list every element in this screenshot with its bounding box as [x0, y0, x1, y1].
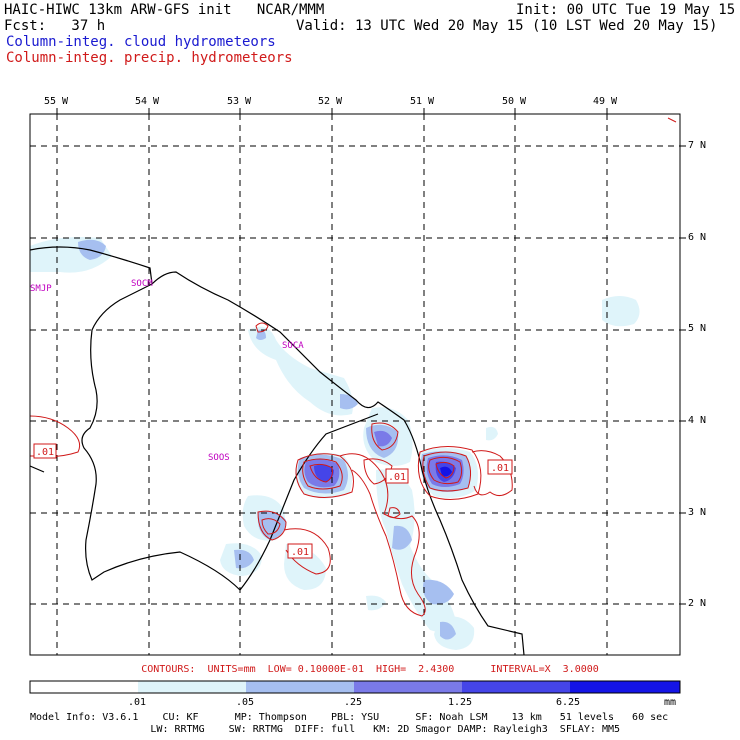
lat-label-2n: 2 N — [688, 598, 707, 609]
model-title: HAIC-HIWC 13km ARW-GFS init NCAR/MMM — [4, 2, 325, 18]
station-smjp: SMJP — [30, 284, 52, 294]
contour-label-text: .01 — [491, 463, 509, 474]
precip-contours — [30, 117, 677, 617]
legend-label-005: .05 — [236, 697, 255, 708]
valid-time: Valid: 13 UTC Wed 20 May 15 (10 LST Wed … — [296, 18, 718, 34]
contour-label-1: .01 — [33, 443, 57, 459]
lat-label-7n: 7 N — [688, 140, 707, 151]
contour-label-text: .01 — [388, 472, 406, 483]
legend-unit: mm — [664, 697, 677, 708]
lat-label-3n: 3 N — [688, 507, 707, 518]
legend-label-625: 6.25 — [556, 697, 581, 708]
lat-label-4n: 4 N — [688, 415, 707, 426]
forecast-hour: Fcst: 37 h — [4, 18, 106, 34]
coastline — [30, 246, 525, 655]
model-info-line1: Model Info: V3.6.1 CU: KF MP: Thompson P… — [30, 712, 669, 723]
legend-label-125: 1.25 — [448, 697, 473, 708]
contour-label-3: .01 — [487, 459, 513, 475]
lat-label-6n: 6 N — [688, 232, 707, 243]
contour-label-4: .01 — [287, 543, 313, 559]
init-time: Init: 00 UTC Tue 19 May 15 — [516, 2, 736, 18]
cloud-field-label: Column-integ. cloud hydrometeors — [6, 34, 276, 50]
precip-field-label: Column-integ. precip. hydrometeors — [6, 50, 293, 66]
latlon-grid — [30, 114, 680, 655]
color-legend — [29, 680, 681, 694]
contour-label-2: .01 — [385, 468, 409, 484]
lat-label-5n: 5 N — [688, 323, 707, 334]
lon-label-55w: 55 W — [44, 96, 69, 107]
contour-info: CONTOURS: UNITS=mm LOW= 0.10000E-01 HIGH… — [141, 664, 599, 675]
station-soca: SOCA — [282, 341, 304, 351]
lon-label-54w: 54 W — [135, 96, 160, 107]
lon-label-53w: 53 W — [227, 96, 252, 107]
station-soos: SOOS — [208, 453, 230, 463]
contour-label-text: .01 — [36, 447, 54, 458]
lon-label-49w: 49 W — [593, 96, 618, 107]
legend-label-025: .25 — [344, 697, 363, 708]
lon-label-52w: 52 W — [318, 96, 343, 107]
lon-label-50w: 50 W — [502, 96, 527, 107]
lon-label-51w: 51 W — [410, 96, 435, 107]
cloud-shading-max — [440, 466, 452, 477]
model-info-line2: LW: RRTMG SW: RRTMG DIFF: full KM: 2D Sm… — [30, 724, 621, 735]
contour-label-text: .01 — [291, 547, 309, 558]
station-socm: SOCM — [131, 279, 153, 289]
map-frame — [29, 113, 681, 656]
legend-label-001: .01 — [128, 697, 147, 708]
